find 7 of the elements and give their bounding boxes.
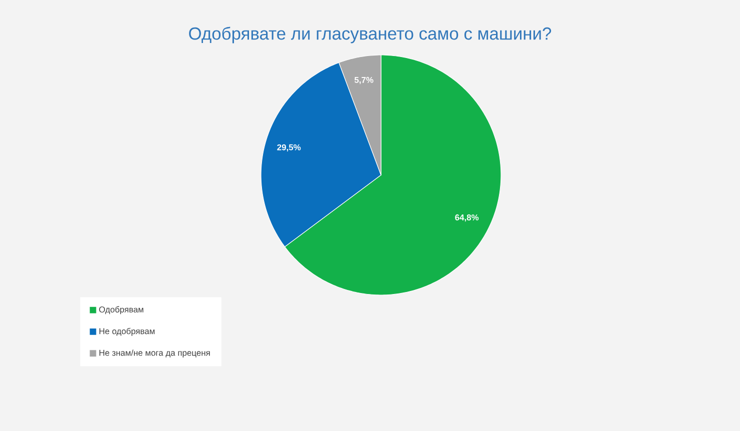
data-label: 64,8% [455,214,479,222]
data-label: 29,5% [277,144,301,152]
chart-title: Одобрявате ли гласуването само с машини? [189,26,552,44]
legend-label: Одобрявам [99,306,144,314]
legend-label: Не одобрявам [99,328,155,336]
legend-label: Не знам/не мога да преценя [99,350,210,358]
data-label: 5,7% [354,76,374,84]
